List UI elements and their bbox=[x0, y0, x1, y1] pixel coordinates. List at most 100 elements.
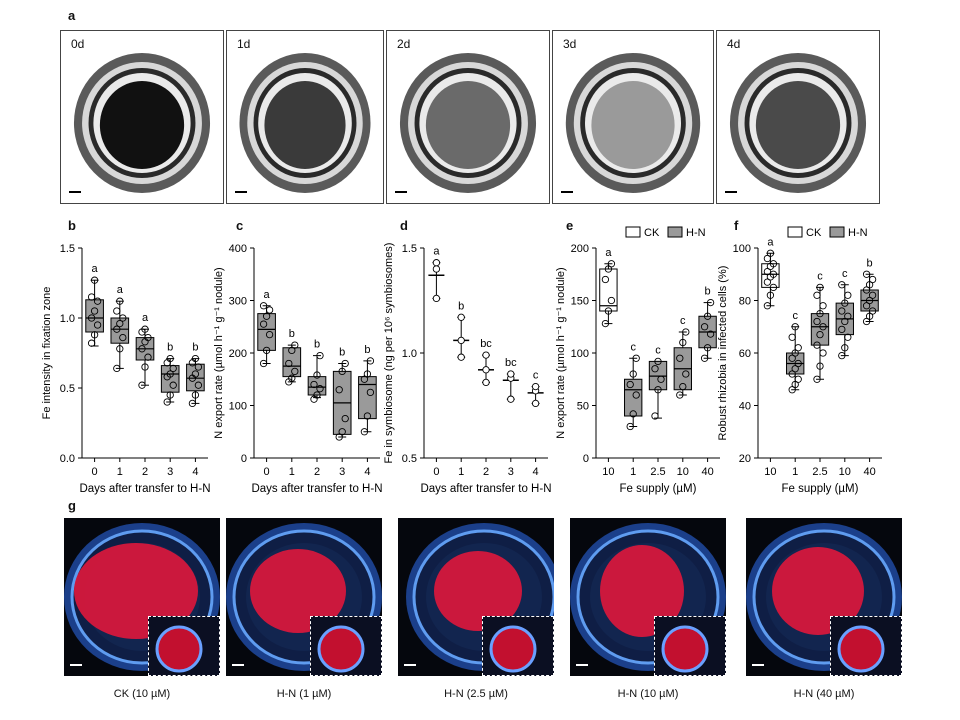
significance-letter: b bbox=[167, 342, 173, 354]
scale-bar bbox=[232, 664, 244, 666]
data-point bbox=[868, 307, 877, 315]
data-point bbox=[169, 381, 177, 389]
y-axis-title: Fe intensity in fixation zone bbox=[41, 287, 53, 420]
scale-bar bbox=[404, 664, 416, 666]
significance-letter: c bbox=[792, 310, 798, 322]
data-point bbox=[169, 364, 177, 373]
y-tick-label: 1.0 bbox=[402, 348, 417, 360]
data-point bbox=[816, 309, 824, 318]
data-point bbox=[676, 354, 684, 362]
y-tick-label: 200 bbox=[229, 348, 247, 360]
data-point bbox=[265, 330, 274, 339]
micrograph-2: 2d bbox=[386, 30, 550, 204]
scale-bar bbox=[395, 191, 407, 193]
data-point bbox=[676, 391, 684, 399]
data-point bbox=[188, 399, 197, 408]
data-point bbox=[119, 333, 127, 342]
nodule-section-image bbox=[565, 53, 701, 193]
x-tick-label: 40 bbox=[701, 466, 713, 478]
data-point bbox=[119, 314, 127, 322]
nodule-section-image bbox=[729, 53, 867, 193]
significance-letter: c bbox=[533, 370, 539, 382]
data-point bbox=[144, 333, 152, 342]
data-point bbox=[338, 367, 346, 376]
significance-letter: b bbox=[289, 328, 295, 340]
y-tick-label: 300 bbox=[229, 296, 247, 308]
x-tick-label: 1 bbox=[458, 466, 464, 478]
inset-image bbox=[837, 625, 885, 673]
y-axis-title: N export rate (µmol h⁻¹ g⁻¹ nodule) bbox=[213, 267, 225, 438]
y-axis-title: N export rate (µmol h⁻¹ g⁻¹ nodule) bbox=[555, 267, 567, 438]
data-point bbox=[507, 370, 515, 378]
data-point bbox=[259, 359, 268, 368]
micrograph-label: 1d bbox=[237, 37, 251, 51]
data-point bbox=[819, 302, 827, 310]
significance-letter: a bbox=[117, 284, 124, 296]
zoom-inset bbox=[310, 616, 382, 676]
data-point bbox=[769, 283, 778, 292]
data-point bbox=[313, 371, 321, 379]
micrograph-1: 1d bbox=[226, 30, 384, 204]
data-point bbox=[682, 328, 690, 336]
data-point bbox=[138, 345, 146, 353]
y-tick-label: 400 bbox=[229, 243, 247, 255]
data-point bbox=[706, 330, 715, 338]
data-point bbox=[813, 317, 821, 326]
significance-letter: a bbox=[433, 246, 440, 258]
x-axis-title: Fe supply (µM) bbox=[620, 483, 697, 495]
fluorescence-label: H-N (1 µM) bbox=[276, 688, 332, 700]
data-point bbox=[813, 291, 821, 299]
data-point bbox=[194, 381, 203, 389]
significance-letter: a bbox=[142, 312, 149, 324]
data-point bbox=[706, 298, 715, 307]
data-point bbox=[141, 363, 149, 371]
scale-bar bbox=[69, 191, 81, 193]
fluorescence-image-3 bbox=[570, 518, 726, 676]
x-tick-label: 10 bbox=[839, 466, 851, 478]
legend-label-hn: H-N bbox=[848, 227, 868, 239]
data-point bbox=[285, 359, 293, 368]
zoom-inset bbox=[148, 616, 220, 676]
data-point bbox=[816, 362, 824, 370]
data-point bbox=[763, 302, 772, 310]
data-point bbox=[819, 323, 827, 331]
data-point bbox=[844, 333, 852, 341]
x-tick-label: 2 bbox=[314, 466, 320, 478]
micrograph-label: 0d bbox=[71, 37, 85, 51]
data-point bbox=[310, 380, 318, 389]
data-point bbox=[432, 294, 441, 303]
y-tick-label: 100 bbox=[571, 348, 589, 360]
data-point bbox=[432, 259, 441, 267]
legend-swatch-hn bbox=[667, 226, 683, 238]
data-point bbox=[629, 410, 637, 418]
data-point bbox=[116, 297, 124, 305]
data-point bbox=[341, 359, 349, 368]
data-point bbox=[87, 339, 96, 347]
data-point bbox=[607, 296, 616, 305]
micrograph-0: 0d bbox=[60, 30, 224, 204]
data-point bbox=[457, 336, 465, 345]
zoom-inset bbox=[482, 616, 554, 676]
data-point bbox=[432, 265, 441, 273]
data-point bbox=[816, 330, 824, 339]
x-tick-label: 1 bbox=[117, 466, 123, 478]
data-point bbox=[360, 428, 369, 436]
data-point bbox=[291, 367, 299, 376]
data-point bbox=[794, 375, 802, 383]
data-point bbox=[116, 319, 124, 328]
data-point bbox=[794, 344, 802, 352]
data-point bbox=[632, 354, 640, 362]
box bbox=[599, 268, 618, 312]
y-tick-label: 100 bbox=[733, 243, 751, 255]
data-point bbox=[841, 344, 849, 352]
y-tick-label: 0.5 bbox=[402, 453, 417, 465]
data-point bbox=[813, 375, 821, 383]
data-point bbox=[262, 312, 271, 320]
significance-letter: b bbox=[705, 286, 711, 298]
x-tick-label: 3 bbox=[508, 466, 514, 478]
box bbox=[257, 313, 276, 351]
x-tick-label: 10 bbox=[677, 466, 689, 478]
y-tick-label: 60 bbox=[739, 348, 751, 360]
y-tick-label: 1.5 bbox=[402, 243, 417, 255]
x-tick-label: 4 bbox=[192, 466, 198, 478]
